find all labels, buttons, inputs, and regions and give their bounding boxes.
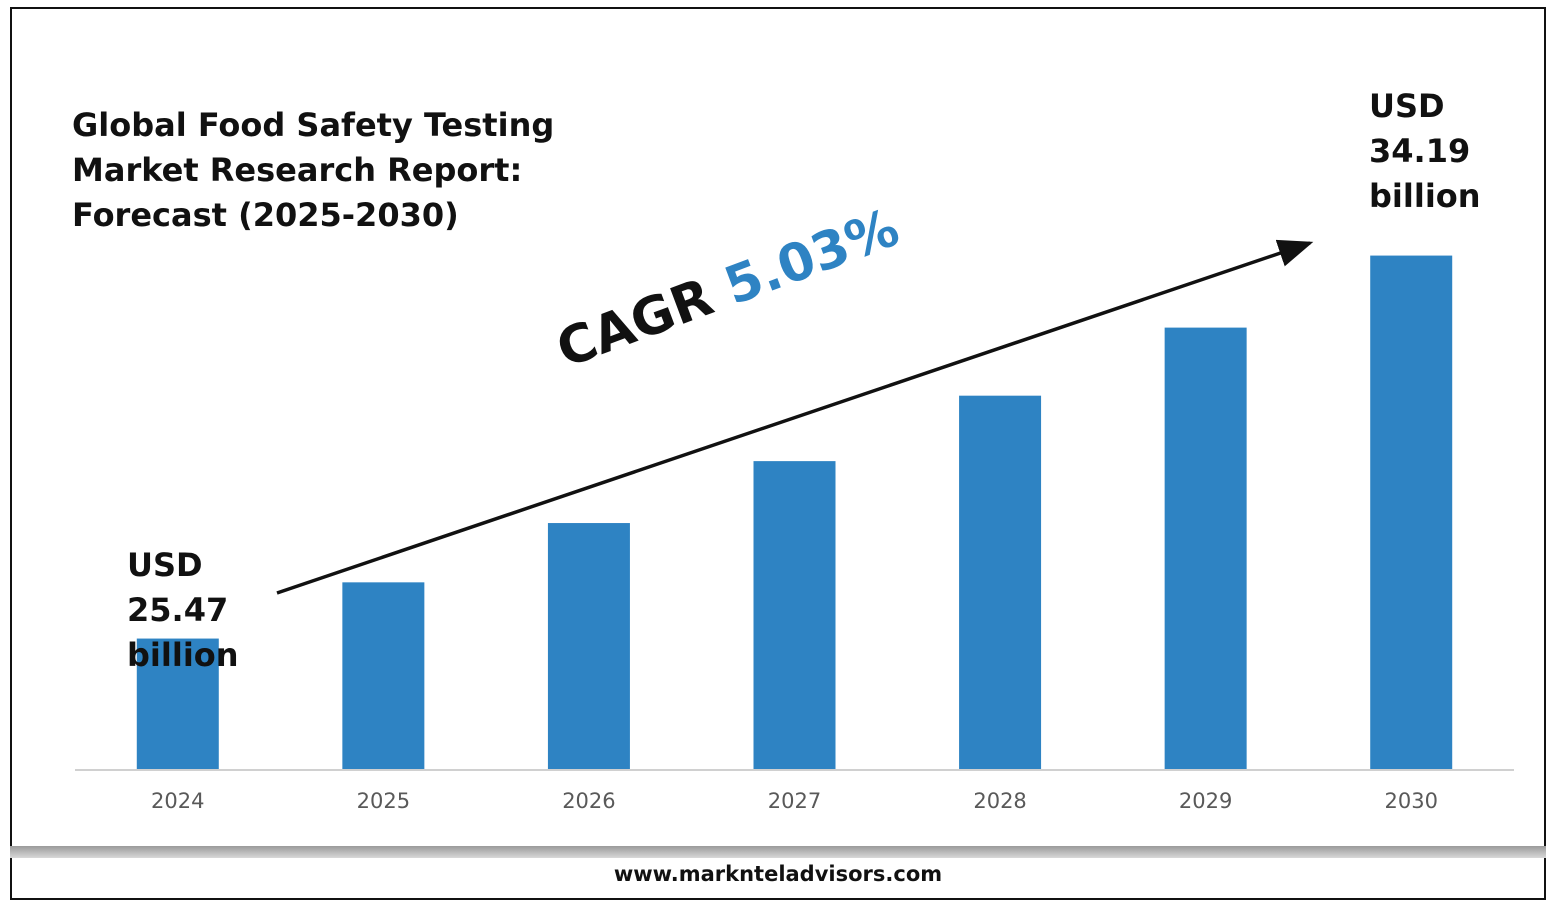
bar-2027 (753, 461, 836, 769)
x-tick-label: 2024 (151, 789, 204, 813)
bar-2026 (547, 523, 630, 769)
x-tick-label: 2026 (562, 789, 615, 813)
bar-2029 (1164, 327, 1247, 769)
chart-title: Global Food Safety Testing Market Resear… (72, 103, 554, 238)
bar-2030 (1370, 255, 1453, 769)
x-tick-label: 2028 (973, 789, 1026, 813)
growth-arrow (276, 239, 1314, 595)
start-label-line: billion (127, 636, 239, 674)
chart-title-line: Global Food Safety Testing (72, 106, 555, 144)
end-label-line: billion (1369, 177, 1481, 215)
bar-2024 (136, 638, 219, 769)
bar-2028 (959, 395, 1042, 769)
chart-title-line: Forecast (2025-2030) (72, 196, 459, 234)
start-label-line: USD (127, 546, 203, 584)
x-tick-label: 2025 (357, 789, 410, 813)
start-label-line: 25.47 (127, 591, 229, 629)
x-tick-label: 2027 (768, 789, 821, 813)
end-value-label: USD 34.19 billion (1369, 84, 1481, 219)
end-label-line: USD (1369, 87, 1445, 125)
footer-website: www.marknteladvisors.com (613, 862, 943, 886)
x-tick-label: 2029 (1179, 789, 1232, 813)
footer-divider (10, 846, 1546, 858)
chart-frame (10, 7, 1546, 900)
bar-2025 (342, 582, 425, 769)
x-tick-label: 2030 (1384, 789, 1437, 813)
start-value-label: USD 25.47 billion (127, 543, 239, 678)
chart-title-line: Market Research Report: (72, 151, 523, 189)
end-label-line: 34.19 (1369, 132, 1471, 170)
